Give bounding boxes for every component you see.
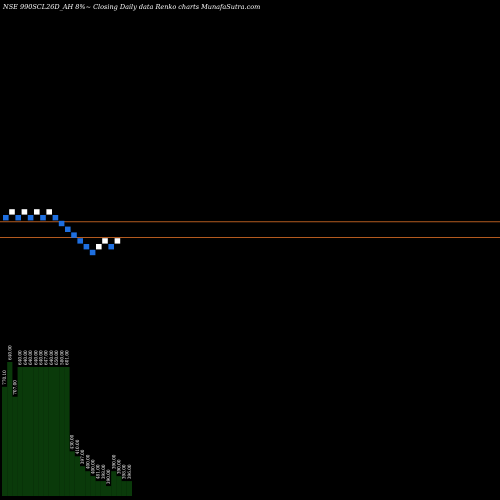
volume-label: 430.00 [70,434,75,449]
renko-brick-down [108,244,114,250]
volume-label: 390.00 [111,454,116,469]
volume-bar [2,386,8,496]
volume-label: 640.00 [23,350,28,365]
renko-brick-down [15,215,21,221]
renko-brick-down [27,215,34,221]
volume-label: 640.00 [7,345,12,360]
volume-bar [121,481,127,496]
volume-bar [80,466,86,496]
volume-label: 640.00 [33,350,38,365]
volume-bar [106,486,112,496]
volume-label: 390.00 [106,469,111,484]
volume-bar [17,366,23,496]
volume-label: 707.00 [13,380,18,395]
volume-bar [28,366,34,496]
renko-brick-down [52,215,59,221]
volume-bar [116,476,122,496]
volume-label: 396.00 [127,464,132,479]
volume-label: 580.00 [59,350,64,365]
volume-label: 770.10 [2,370,7,385]
volume-label: 640.00 [28,350,33,365]
volume-label: 400.00 [91,459,96,474]
renko-brick-down [71,232,77,238]
volume-bar [38,366,44,496]
volume-bar [48,366,54,496]
volume-bar [90,476,96,496]
volume-bar [111,471,117,496]
volume-label: 398.00 [101,464,106,479]
renko-bricks [3,209,121,256]
volume-bar [59,366,65,496]
volume-bar [85,471,91,496]
renko-brick-down [65,226,71,232]
volume-label: 410.00 [75,439,80,454]
renko-brick-down [58,220,65,227]
volume-label: 640.00 [49,350,54,365]
volume-bar [95,481,101,496]
volume-bar [12,396,18,496]
volume-bar [43,366,49,496]
volume-bar [126,481,132,496]
volume-area [2,362,132,496]
volume-bar [74,456,80,496]
volume-label: 647.00 [44,350,49,365]
volume-bar [54,366,60,496]
renko-brick-down [3,215,9,221]
volume-bar [22,366,28,496]
volume-label: 481.00 [96,464,101,479]
volume-label: 640.00 [39,350,44,365]
renko-brick-down [83,244,90,250]
renko-brick-up [34,209,40,215]
renko-brick-down [77,238,83,244]
volume-label: 601.00 [65,350,70,365]
volume-bar [7,362,13,496]
volume-bar [69,451,75,496]
chart-title: NSE 990SCL26D_AH 8%~ Closing Daily data … [2,3,260,11]
volume-label: 398.00 [122,464,127,479]
volume-bar [100,481,106,496]
renko-brick-up [114,238,121,244]
renko-brick-up [46,209,52,215]
renko-brick-up [96,244,102,250]
volume-bar [33,366,39,496]
volume-label: 650.00 [54,350,59,365]
volume-bar [64,366,70,496]
renko-brick-up [21,209,28,215]
renko-brick-up [102,238,108,244]
renko-brick-up [9,209,15,215]
volume-label: 397.00 [80,449,85,464]
reference-lines [0,221,500,238]
volume-label: 640.00 [18,350,23,365]
renko-brick-down [40,215,46,221]
volume-label: 400.00 [85,454,90,469]
renko-brick-down [89,249,96,256]
volume-label: 390.00 [117,459,122,474]
